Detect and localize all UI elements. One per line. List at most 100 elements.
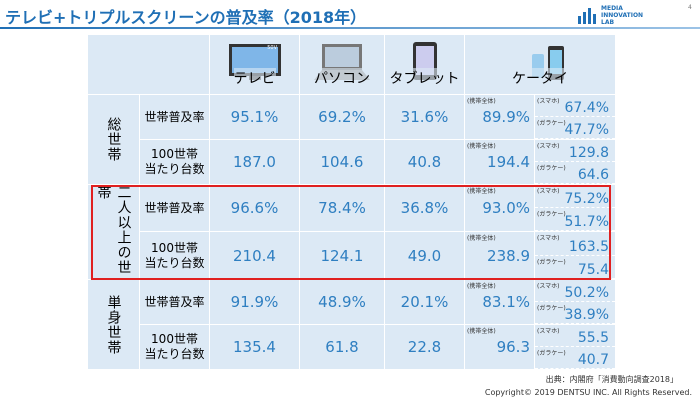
- mobile-total-label: (携帯全体): [467, 98, 496, 105]
- column-label: パソコン: [314, 67, 370, 88]
- mobile-sub: (ガラケー) 38.9%: [535, 302, 615, 324]
- value: 40.8: [385, 140, 465, 185]
- mobile-sub-value: 38.9%: [564, 307, 609, 323]
- logo-line: LAB: [601, 19, 615, 26]
- mobile-sub-label: (スマホ): [537, 188, 560, 195]
- mobile-sub-label: (ガラケー): [537, 350, 566, 357]
- mobile-total-label: (携帯全体): [467, 143, 496, 150]
- value: 187.0: [210, 140, 300, 185]
- value: 22.8: [385, 325, 465, 370]
- mobile-total: (携帯全体) 96.3: [465, 325, 535, 370]
- mobile-total-value: 89.9%: [482, 108, 530, 126]
- value: 91.9%: [210, 280, 300, 325]
- value: 69.2%: [300, 95, 385, 140]
- mobile-total: (携帯全体) 93.0%: [465, 185, 535, 232]
- value: 61.8: [300, 325, 385, 370]
- mobile-total-value: 96.3: [496, 338, 530, 356]
- group-label: 総世帯: [88, 95, 140, 185]
- row-label-line: 当たり台数: [144, 347, 205, 361]
- mobile-sub: (ガラケー) 40.7: [535, 347, 615, 369]
- mobile-total-label: (携帯全体): [467, 188, 496, 195]
- row-label-line: 100世帯: [151, 332, 198, 346]
- row-label-line: 世帯普及率: [144, 200, 205, 215]
- value: 20.1%: [385, 280, 465, 325]
- mobile-sub-value: 67.4%: [564, 100, 609, 116]
- value: 31.6%: [385, 95, 465, 140]
- mobile-sub: (スマホ) 67.4%: [535, 95, 615, 117]
- highlight-box: [91, 185, 611, 280]
- group-label: 二人以上の世帯: [88, 185, 140, 280]
- mobile-sub-value: 40.7: [577, 352, 609, 368]
- mobile-sub: (ガラケー) 47.7%: [535, 117, 615, 139]
- row-label: 世帯普及率: [140, 95, 210, 140]
- row-label: 100世帯 当たり台数: [140, 325, 210, 370]
- mobile-sub-label: (スマホ): [537, 235, 560, 242]
- mobile-sub-label: (スマホ): [537, 283, 560, 290]
- group-label: 単身世帯: [88, 280, 140, 370]
- table: 50V テレビ パソコン タブレット ケータイ 総世帯 世帯普及率 95.1% 69.2% 31.…: [88, 35, 616, 370]
- mobile-total-label: (携帯全体): [467, 235, 496, 242]
- mobile-total-label: (携帯全体): [467, 328, 496, 335]
- mobile-sub-label: (ガラケー): [537, 211, 566, 218]
- mobile-total: (携帯全体) 83.1%: [465, 280, 535, 325]
- mobile-breakdown: (スマホ) 129.8 (ガラケー) 64.6: [535, 140, 616, 185]
- mobile-sub: (スマホ) 55.5: [535, 325, 615, 347]
- corner-cell: [88, 35, 210, 95]
- mobile-breakdown: (スマホ) 55.5 (ガラケー) 40.7: [535, 325, 616, 370]
- mobile-breakdown: (スマホ) 50.2% (ガラケー) 38.9%: [535, 280, 616, 325]
- mobile-sub-value: 55.5: [577, 330, 609, 346]
- column-header: ケータイ: [465, 35, 616, 95]
- mobile-sub: (スマホ) 50.2%: [535, 280, 615, 302]
- value: 48.9%: [300, 280, 385, 325]
- row-label: 世帯普及率: [140, 185, 210, 232]
- mobile-sub-label: (ガラケー): [537, 305, 566, 312]
- mobile-breakdown: (スマホ) 75.2% (ガラケー) 51.7%: [535, 185, 616, 232]
- value: 78.4%: [300, 185, 385, 232]
- column-header: 50V テレビ: [210, 35, 300, 95]
- mobile-total-value: 83.1%: [482, 293, 530, 311]
- mobile-sub-value: 64.6: [577, 167, 609, 183]
- mobile-sub: (ガラケー) 51.7%: [535, 208, 615, 231]
- mobile-sub-label: (ガラケー): [537, 258, 566, 266]
- mobile-sub-value: 51.7%: [564, 214, 609, 230]
- logo-icon: [578, 8, 596, 24]
- column-label: タブレット: [389, 67, 460, 88]
- mobile-sub-value: 50.2%: [564, 285, 609, 301]
- mobile-sub-label: (スマホ): [537, 328, 560, 335]
- logo-text: MEDIA INNOVATION LAB: [601, 5, 643, 26]
- row-label-line: 100世帯: [151, 147, 198, 161]
- value: 135.4: [210, 325, 300, 370]
- source: 出典：内閣府「消費動向調査2018」: [545, 375, 678, 384]
- mobile-sub-label: (ガラケー): [537, 165, 566, 172]
- row-label-line: 世帯普及率: [144, 109, 205, 124]
- mobile-sub: (スマホ) 163.5: [535, 232, 615, 256]
- column-header: パソコン: [300, 35, 385, 95]
- mobile-sub-label: (ガラケー): [537, 120, 566, 127]
- mobile-total-value: 238.9: [487, 246, 530, 265]
- column-label: ケータイ: [512, 67, 568, 88]
- value: 36.8%: [385, 185, 465, 232]
- mobile-breakdown: (スマホ) 67.4% (ガラケー) 47.7%: [535, 95, 616, 140]
- row-label-line: 当たり台数: [144, 255, 205, 270]
- mobile-sub-value: 129.8: [568, 145, 609, 161]
- row-label-line: 当たり台数: [144, 162, 205, 176]
- mobile-sub-label: (スマホ): [537, 143, 560, 150]
- mobile-sub-value: 75.4: [577, 262, 609, 278]
- mobile-total-value: 93.0%: [482, 199, 530, 217]
- logo-line: MEDIA: [601, 5, 623, 12]
- logo-line: INNOVATION: [601, 12, 644, 19]
- value: 104.6: [300, 140, 385, 185]
- mobile-total: (携帯全体) 89.9%: [465, 95, 535, 140]
- mobile-sub-label: (スマホ): [537, 98, 560, 105]
- title-rule: [0, 27, 700, 29]
- value: 96.6%: [210, 185, 300, 232]
- mobile-sub: (スマホ) 75.2%: [535, 185, 615, 208]
- icon-text: 50V: [267, 45, 277, 51]
- row-label-line: 100世帯: [151, 240, 198, 255]
- row-label-line: 世帯普及率: [144, 294, 205, 309]
- mobile-total-value: 194.4: [487, 153, 530, 171]
- mobile-sub-value: 163.5: [568, 238, 609, 255]
- page-number: 4: [688, 4, 692, 11]
- mobile-total-label: (携帯全体): [467, 283, 496, 290]
